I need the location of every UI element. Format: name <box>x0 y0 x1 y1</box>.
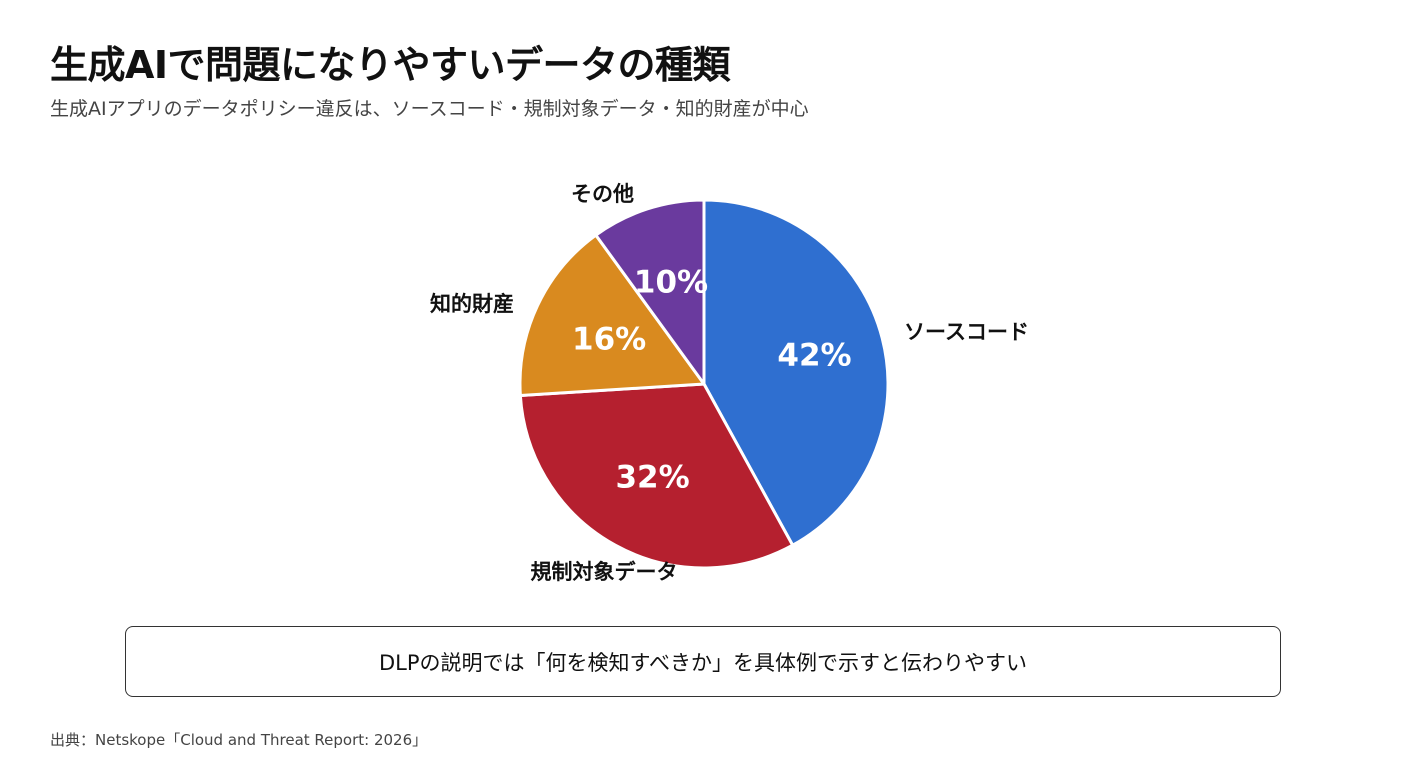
page-title: 生成AIで問題になりやすいデータの種類 <box>50 43 731 87</box>
callout-text: DLPの説明では「何を検知すべきか」を具体例で示すと伝わりやすい <box>378 650 1028 675</box>
pie-value-label-intellectual-property: 16% <box>572 321 646 357</box>
pie-value-label-source-code: 42% <box>777 338 851 374</box>
pie-slice-source-code <box>702 198 890 547</box>
pie-slice-regulated-data <box>518 382 795 570</box>
pie-value-label-regulated-data: 32% <box>615 460 689 496</box>
pie-category-label-source-code: ソースコード <box>904 320 1029 344</box>
pie-category-label-regulated-data: 規制対象データ <box>531 560 678 584</box>
callout-box: DLPの説明では「何を検知すべきか」を具体例で示すと伝わりやすい <box>125 626 1281 697</box>
pie-category-label-other: その他 <box>571 182 634 206</box>
pie-category-label-intellectual-property: 知的財産 <box>430 292 514 316</box>
pie-value-label-other: 10% <box>634 265 708 301</box>
page-subtitle: 生成AIアプリのデータポリシー違反は、ソースコード・規制対象データ・知的財産が中… <box>50 98 809 120</box>
pie-slice-other <box>594 198 706 386</box>
source-note: 出典：Netskope「Cloud and Threat Report: 202… <box>50 731 428 749</box>
pie-slice-intellectual-property <box>518 233 706 398</box>
